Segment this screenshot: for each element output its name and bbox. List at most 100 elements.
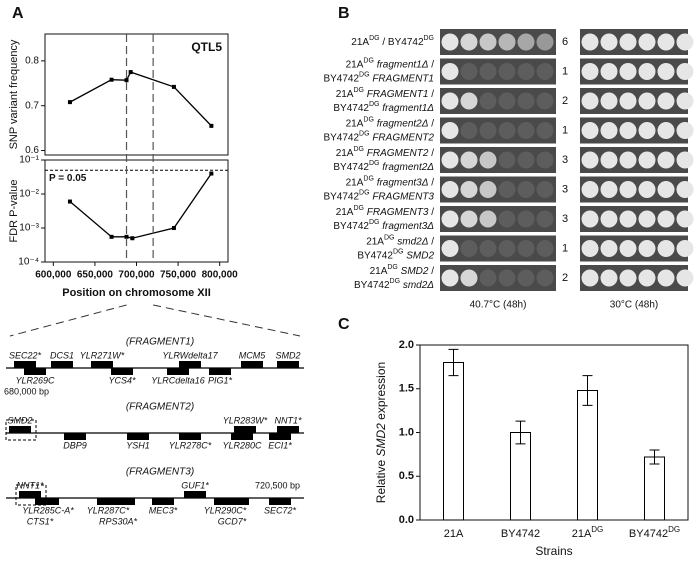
colony-spot (600, 210, 618, 228)
colony-spot (460, 33, 478, 51)
colony-spot (619, 92, 637, 110)
text-run: DG (393, 248, 404, 255)
colony-spot (638, 63, 656, 80)
annotation: QTL5 (191, 40, 222, 54)
text-run: 21A (346, 59, 364, 70)
colony-spot (517, 92, 535, 110)
gene-box (113, 498, 135, 505)
colony-spot (676, 240, 694, 257)
text-run: DG (591, 525, 603, 534)
panel-label: B (338, 5, 350, 22)
error-bar (515, 420, 526, 445)
text-run: fragment3Δ (379, 221, 434, 232)
gene-label: YCS4* (108, 375, 136, 385)
gene-label: YLR269C (15, 375, 55, 385)
colony-spot (441, 181, 459, 198)
text-run: BY4742 (333, 221, 369, 232)
colony-spot (498, 210, 516, 228)
text-run: DG (369, 219, 380, 226)
growth-score: 3 (562, 154, 568, 166)
y-tick-label: 10⁻⁴ (18, 257, 39, 268)
colony-spot (441, 63, 459, 80)
colony-spot (619, 151, 637, 169)
gene-label: ECI1* (268, 440, 292, 450)
plate-strip (440, 88, 556, 114)
colony-spot (460, 92, 478, 110)
text-run: smd2Δ (400, 280, 434, 291)
gene-box (231, 433, 253, 440)
panel-label: A (12, 5, 24, 22)
gene-box (19, 491, 41, 498)
colony-spot (479, 181, 497, 198)
colony-spot (460, 210, 478, 228)
colony-spot (479, 92, 497, 110)
zoom-line (153, 304, 301, 337)
colony-spot (657, 63, 675, 80)
text-run: DG (668, 525, 680, 534)
growth-score: 2 (562, 272, 568, 284)
text-run: 21A (366, 236, 384, 247)
gene-label: MEC3* (149, 505, 178, 515)
colony-spot (657, 92, 675, 110)
y-axis-label: FDR P-value (8, 180, 20, 243)
x-axis-label: Position on chromosome XII (62, 287, 211, 299)
text-run: BY4742 (629, 528, 668, 540)
text-run: DG (359, 189, 370, 196)
gene-label: DBP9 (63, 440, 87, 450)
text-run: 21A (336, 148, 354, 159)
text-run: DG (390, 278, 401, 285)
text-run: DG (359, 130, 370, 137)
x-axis-label: Strains (535, 544, 572, 558)
colony-spot (657, 122, 675, 139)
threshold-label: P = 0.05 (49, 173, 87, 184)
gene-box (179, 361, 201, 368)
colony-spot (536, 240, 554, 257)
y-tick-label: 2.0 (399, 339, 414, 351)
text-run: DG (363, 57, 374, 64)
text-run: DG (353, 87, 364, 94)
gene-box (179, 433, 201, 440)
colony-spot (498, 269, 516, 287)
plot-frame (44, 33, 229, 156)
panel-label: C (338, 316, 350, 333)
gene-box (209, 368, 231, 375)
gene-label: YLR280C (222, 440, 262, 450)
text-run: fragment1Δ (379, 103, 434, 114)
colony-spot (498, 122, 516, 139)
gene-label: MCM5 (239, 350, 266, 360)
text-run: / (428, 177, 434, 188)
text-run: 21A (572, 528, 592, 540)
colony-spot (479, 33, 497, 51)
colony-spot (619, 63, 637, 80)
colony-spot (638, 92, 656, 110)
x-tick-label: 750,000 (160, 270, 197, 281)
colony-spot (581, 181, 599, 198)
colony-spot (498, 240, 516, 257)
colony-spot (498, 181, 516, 198)
plate-strip (440, 176, 556, 203)
colony-spot (479, 269, 497, 287)
colony-spot (498, 92, 516, 110)
genotype-label: BY4742DG smd2Δ (354, 278, 434, 291)
colony-spot (619, 33, 637, 51)
gene-label: YLR283W* (223, 415, 268, 425)
colony-spot (441, 33, 459, 51)
colony-spot (657, 151, 675, 169)
genotype-label: 21ADG / BY4742DG (351, 35, 434, 48)
text-run: / (428, 118, 434, 129)
colony-spot (600, 92, 618, 110)
text-run: DG (384, 234, 395, 241)
gene-label: SEC22* (9, 350, 42, 360)
gene-box (227, 498, 249, 505)
colony-spot (638, 210, 656, 228)
colony-spot (517, 151, 535, 169)
colony-spot (638, 240, 656, 257)
condition-label: 30°C (48h) (610, 300, 658, 311)
y-tick-label: 0.6 (25, 145, 39, 156)
colony-spot (460, 151, 478, 169)
genotype-label: BY4742DG fragment3Δ (333, 219, 434, 232)
text-run: fragment1Δ (374, 59, 429, 70)
colony-spot (441, 269, 459, 287)
colony-spot (441, 151, 459, 169)
colony-spot (600, 151, 618, 169)
